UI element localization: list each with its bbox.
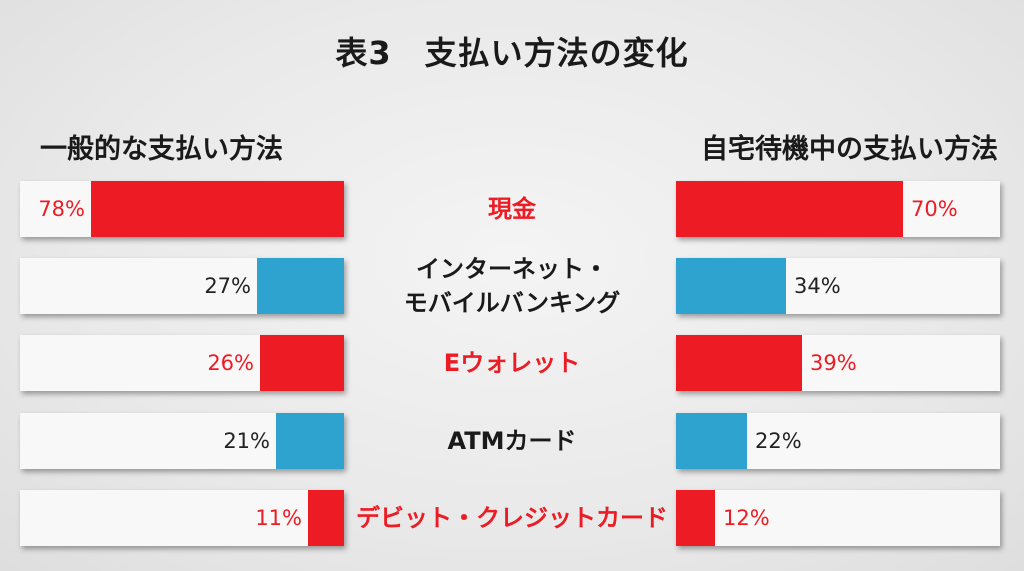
right-value-label: 12% xyxy=(723,506,770,530)
right-value-label: 39% xyxy=(810,351,857,375)
right-bar-track: 22% xyxy=(676,413,1000,469)
left-bar xyxy=(276,413,344,469)
left-value-label: 78% xyxy=(38,197,85,221)
left-bar-track: 21% xyxy=(20,413,344,469)
right-value-label: 70% xyxy=(911,197,958,221)
right-bar-track: 12% xyxy=(676,490,1000,546)
left-value-label: 26% xyxy=(207,351,254,375)
left-bar xyxy=(308,490,344,546)
category-label: デビット・クレジットカード xyxy=(356,504,668,532)
category-label: ATMカード xyxy=(447,427,577,455)
left-bar xyxy=(260,335,344,391)
right-bar xyxy=(676,335,802,391)
right-panel-title: 自宅待機中の支払い方法 xyxy=(701,134,998,165)
left-value-label: 21% xyxy=(223,429,270,453)
left-value-label: 11% xyxy=(255,506,302,530)
left-bar-track: 11% xyxy=(20,490,344,546)
left-panel-title: 一般的な支払い方法 xyxy=(40,134,283,165)
right-bar xyxy=(676,181,903,237)
right-bar-track: 34% xyxy=(676,258,1000,314)
category-label: Eウォレット xyxy=(443,349,581,377)
left-bar-track: 27% xyxy=(20,258,344,314)
left-bar-track: 78% xyxy=(20,181,344,237)
chart-title: 表3 支払い方法の変化 xyxy=(335,34,689,72)
left-bar-track: 26% xyxy=(20,335,344,391)
right-value-label: 22% xyxy=(755,429,802,453)
right-bar-track: 39% xyxy=(676,335,1000,391)
right-value-label: 34% xyxy=(794,274,841,298)
right-bar xyxy=(676,490,715,546)
right-bar xyxy=(676,413,747,469)
category-label: 現金 xyxy=(488,195,536,223)
left-value-label: 27% xyxy=(204,274,251,298)
left-bar xyxy=(257,258,344,314)
left-bar xyxy=(91,181,344,237)
right-bar xyxy=(676,258,786,314)
category-label: インターネット・ モバイルバンキング xyxy=(403,255,621,317)
right-bar-track: 70% xyxy=(676,181,1000,237)
